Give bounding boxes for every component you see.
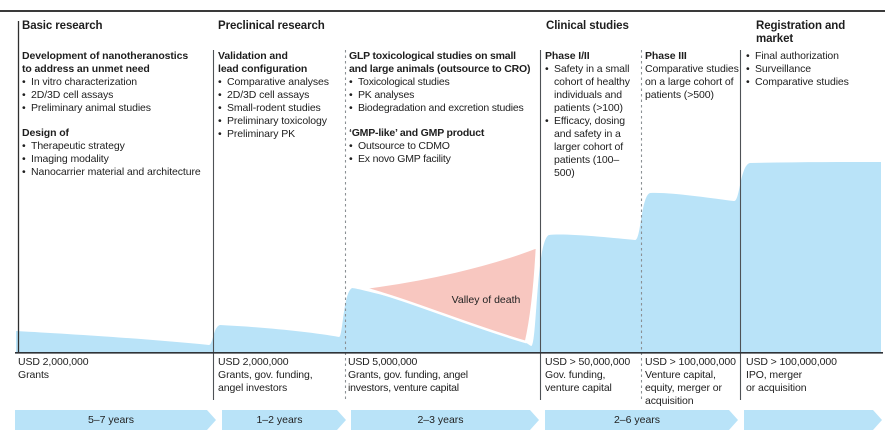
block-title: GLP toxicological studies on small and l… xyxy=(349,50,531,75)
bullet-item: Safety in a small cohort of healthy indi… xyxy=(545,63,639,115)
content-block: Phase III Comparative studies on a large… xyxy=(645,50,739,102)
bullet-item: Imaging modality xyxy=(22,153,212,166)
timeline-arrow xyxy=(15,410,216,430)
bullet-item: 2D/3D cell assays xyxy=(22,89,212,102)
timeline-arrow xyxy=(222,410,346,430)
content-block: Validation and lead configuration Compar… xyxy=(218,50,342,141)
block-title: Validation and lead configuration xyxy=(218,50,308,75)
timeline-label: 2–3 years xyxy=(417,414,464,426)
funding-cell: USD > 50,000,000 Gov. funding, venture c… xyxy=(545,356,640,395)
bullet-item: Toxicological studies xyxy=(349,76,542,89)
funding-cell: USD 2,000,000 Grants xyxy=(18,356,203,382)
funding-sources: Grants xyxy=(18,369,49,381)
timeline-label: 5–7 years xyxy=(87,414,135,426)
block-title: Phase I/II xyxy=(545,50,590,62)
column-phase-1-2: Phase I/II Safety in a small cohort of h… xyxy=(545,50,639,180)
bullet-item: 2D/3D cell assays xyxy=(218,89,342,102)
funding-sources: Grants, gov. funding, angel investors xyxy=(218,369,313,394)
content-block: Phase I/II Safety in a small cohort of h… xyxy=(545,50,639,180)
funding-sources: Venture capital, equity, merger or acqui… xyxy=(645,369,722,407)
funding-cell: USD 5,000,000 Grants, gov. funding, ange… xyxy=(348,356,540,395)
content-block: ‘GMP-like’ and GMP product Outsource to … xyxy=(349,127,542,166)
bullet-item: PK analyses xyxy=(349,89,542,102)
timeline-arrow xyxy=(744,410,882,430)
timeline-arrow xyxy=(351,410,539,430)
funding-cell: USD > 100,000,000 IPO, merger or acquisi… xyxy=(746,356,878,395)
phase-header-basic-research: Basic research xyxy=(22,20,103,32)
timeline-label xyxy=(744,413,873,427)
content-block: Design of Therapeutic strategy Imaging m… xyxy=(22,127,212,179)
column-phase-3: Phase III Comparative studies on a large… xyxy=(645,50,739,102)
block-title: Development of nanotheranostics to addre… xyxy=(22,50,189,75)
bullet-item: Biodegradation and excretion studies xyxy=(349,102,542,115)
bullet-item: Ex novo GMP facility xyxy=(349,153,542,166)
funding-cell: USD > 100,000,000 Venture capital, equit… xyxy=(645,356,740,408)
bullet-list: Comparative analyses 2D/3D cell assays S… xyxy=(218,76,342,141)
phase-header-clinical-studies: Clinical studies xyxy=(546,20,629,32)
bullet-list: Outsource to CDMO Ex novo GMP facility xyxy=(349,140,542,166)
bullet-item: Outsource to CDMO xyxy=(349,140,542,153)
block-title: ‘GMP-like’ and GMP product xyxy=(349,127,485,139)
timeline-label: 2–6 years xyxy=(613,414,661,426)
bullet-list: Final authorization Surveillance Compara… xyxy=(746,50,878,89)
funding-cell: USD 2,000,000 Grants, gov. funding, ange… xyxy=(218,356,342,395)
block-text: Comparative studies on a large cohort of… xyxy=(645,63,739,101)
funding-amount: USD > 50,000,000 xyxy=(545,356,631,368)
bullet-list: Toxicological studies PK analyses Biodeg… xyxy=(349,76,542,115)
column-registration-market: Final authorization Surveillance Compara… xyxy=(746,50,878,89)
phase-header-preclinical-research: Preclinical research xyxy=(218,20,325,32)
bullet-item: Comparative studies xyxy=(746,76,878,89)
phase-header-registration-market: Registration and market xyxy=(756,20,846,45)
bullet-item: Nanocarrier material and architecture xyxy=(22,166,212,179)
column-basic-research: Development of nanotheranostics to addre… xyxy=(22,50,212,179)
funding-amount: USD 2,000,000 xyxy=(218,356,289,368)
valley-of-death-label: Valley of death xyxy=(451,294,521,306)
bullet-list: Safety in a small cohort of healthy indi… xyxy=(545,63,639,180)
bullet-item: Preliminary toxicology xyxy=(218,115,342,128)
bullet-item: Surveillance xyxy=(746,63,878,76)
bullet-item: In vitro characterization xyxy=(22,76,212,89)
column-glp-gmp: GLP toxicological studies on small and l… xyxy=(349,50,542,166)
funding-amount: USD 5,000,000 xyxy=(348,356,418,368)
timeline-label: 1–2 years xyxy=(256,414,303,426)
bullet-item: Efficacy, dosing and safety in a larger … xyxy=(545,115,639,180)
column-validation-lead: Validation and lead configuration Compar… xyxy=(218,50,342,141)
bullet-item: Therapeutic strategy xyxy=(22,140,212,153)
funding-amount: USD > 100,000,000 xyxy=(746,356,837,368)
timeline-arrow xyxy=(545,410,738,430)
top-rule xyxy=(0,10,885,12)
content-block: Development of nanotheranostics to addre… xyxy=(22,50,212,115)
valley-of-death-area xyxy=(361,245,539,344)
funding-sources: IPO, merger or acquisition xyxy=(746,369,807,394)
bullet-list: In vitro characterization 2D/3D cell ass… xyxy=(22,76,212,115)
bullet-list: Therapeutic strategy Imaging modality Na… xyxy=(22,140,212,179)
block-title: Phase III xyxy=(645,50,687,62)
bullet-item: Final authorization xyxy=(746,50,878,63)
bullet-item: Small-rodent studies xyxy=(218,102,342,115)
funding-area xyxy=(16,162,881,352)
bullet-item: Comparative analyses xyxy=(218,76,342,89)
block-title: Design of xyxy=(22,127,69,139)
funding-sources: Gov. funding, venture capital xyxy=(545,369,612,394)
content-block: GLP toxicological studies on small and l… xyxy=(349,50,542,115)
bullet-item: Preliminary PK xyxy=(218,128,342,141)
bullet-item: Preliminary animal studies xyxy=(22,102,212,115)
content-block: Final authorization Surveillance Compara… xyxy=(746,50,878,89)
funding-amount: USD > 100,000,000 xyxy=(645,356,736,368)
funding-amount: USD 2,000,000 xyxy=(18,356,89,368)
funding-sources: Grants, gov. funding, angel investors, v… xyxy=(348,369,468,394)
